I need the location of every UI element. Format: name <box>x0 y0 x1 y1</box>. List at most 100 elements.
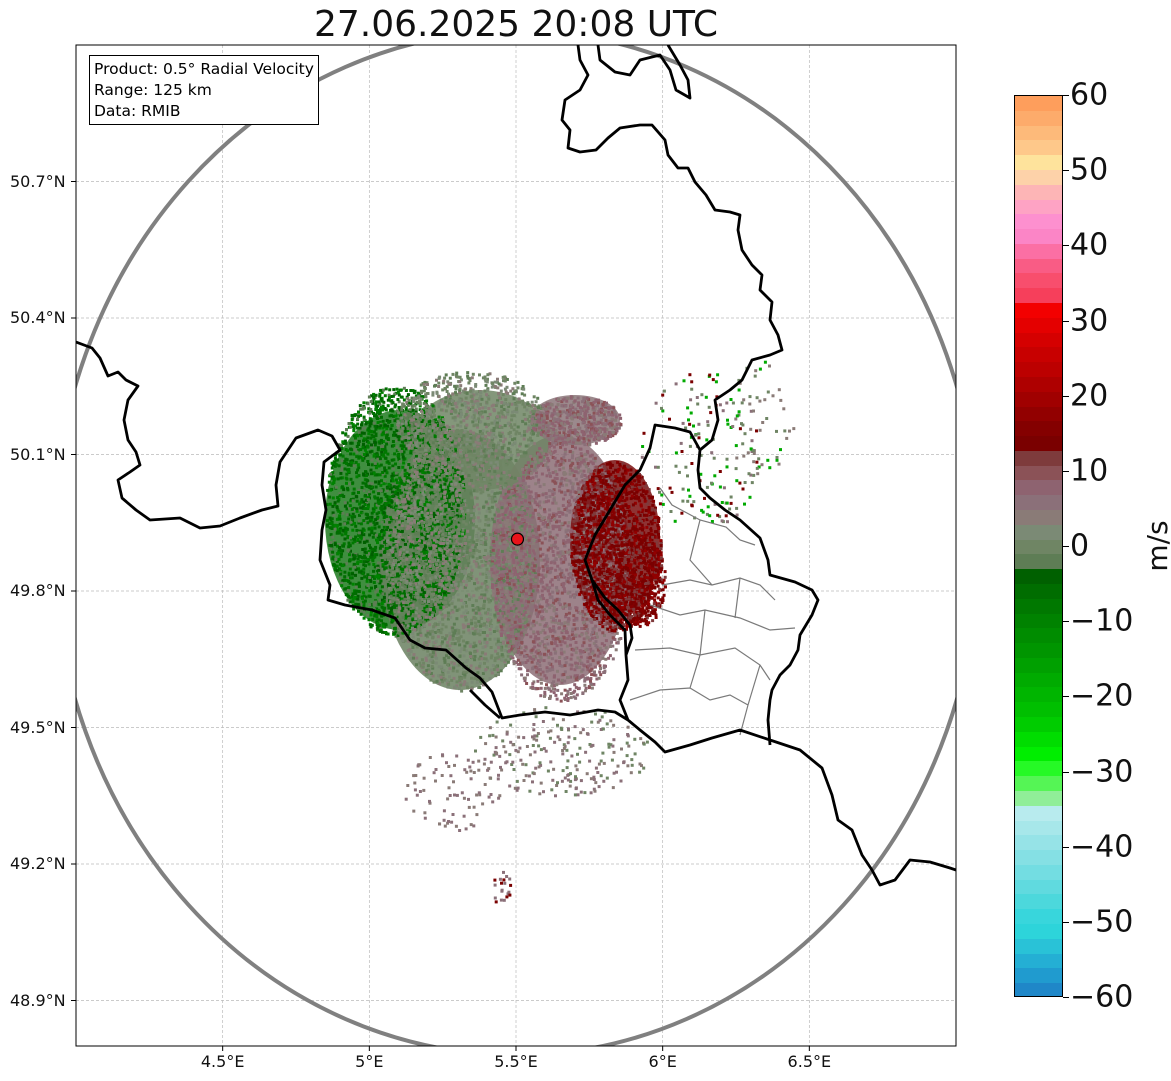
colorbar-segment <box>1015 554 1062 570</box>
colorbar-segment <box>1015 184 1062 201</box>
colorbar-segment <box>1015 317 1062 334</box>
colorbar-tick-label: 30 <box>1070 303 1109 338</box>
velocity-echoes <box>325 360 796 904</box>
colorbar-segment <box>1015 717 1062 733</box>
colorbar-tick-label: 60 <box>1070 77 1109 113</box>
colorbar-segment <box>1015 243 1062 260</box>
colorbar-segment <box>1015 421 1062 437</box>
colorbar-segment <box>1015 406 1062 422</box>
colorbar-unit-label: m/s <box>1141 520 1171 572</box>
lat-tick-label: 50.7°N <box>10 171 66 191</box>
colorbar-segment <box>1015 983 1062 996</box>
colorbar-segment <box>1015 303 1062 319</box>
colorbar-segment <box>1015 376 1062 393</box>
colorbar-segment <box>1015 96 1062 112</box>
colorbar-segment <box>1015 687 1062 703</box>
colorbar-segment <box>1015 850 1062 866</box>
colorbar-tick-label: −10 <box>1070 603 1134 639</box>
lon-tick-label: 6°E <box>648 1052 677 1071</box>
colorbar-segment <box>1015 450 1062 467</box>
colorbar-segment <box>1015 835 1062 851</box>
colorbar-segment <box>1015 805 1062 822</box>
colorbar-segment <box>1015 909 1062 925</box>
colorbar-segment <box>1015 199 1062 215</box>
colorbar <box>1014 95 1063 997</box>
colorbar-segment <box>1015 746 1062 762</box>
axis-ticks <box>71 181 810 1051</box>
info-box: Product: 0.5° Radial Velocity Range: 125… <box>89 55 319 125</box>
colorbar-tick-label: −50 <box>1070 904 1134 940</box>
lat-tick-label: 50.4°N <box>10 308 66 327</box>
colorbar-tick <box>1063 921 1069 923</box>
colorbar-tick <box>1063 95 1069 96</box>
colorbar-segment <box>1015 820 1062 836</box>
lat-tick-label: 49.2°N <box>10 854 66 873</box>
district-boundaries <box>629 487 796 736</box>
colorbar-segment <box>1015 702 1062 718</box>
colorbar-tick <box>1063 320 1069 322</box>
colorbar-segment <box>1015 140 1062 156</box>
colorbar-segment <box>1015 731 1062 748</box>
colorbar-tick <box>1063 771 1069 773</box>
colorbar-tick <box>1063 245 1069 247</box>
colorbar-tick-label: −30 <box>1070 754 1134 789</box>
colorbar-segment <box>1015 761 1062 777</box>
colorbar-segment <box>1015 169 1062 186</box>
colorbar-segment <box>1015 347 1062 363</box>
colorbar-segment <box>1015 598 1062 615</box>
lon-tick-label: 6.5°E <box>787 1052 832 1071</box>
colorbar-segment <box>1015 155 1062 171</box>
colorbar-segment <box>1015 524 1062 541</box>
colorbar-tick-label: −20 <box>1070 678 1134 714</box>
colorbar-segment <box>1015 953 1062 969</box>
colorbar-segment <box>1015 436 1062 452</box>
lon-tick-label: 5.5°E <box>494 1052 538 1071</box>
colorbar-tick-label: 50 <box>1070 152 1109 188</box>
colorbar-tick <box>1063 395 1069 397</box>
colorbar-segment <box>1015 510 1062 526</box>
colorbar-tick <box>1063 696 1069 698</box>
lat-tick-label: 50.1°N <box>10 444 66 464</box>
colorbar-tick-label: 20 <box>1070 378 1109 414</box>
colorbar-segment <box>1015 391 1062 408</box>
colorbar-tick <box>1063 470 1069 472</box>
colorbar-segment <box>1015 332 1062 348</box>
colorbar-segment <box>1015 924 1062 940</box>
colorbar-tick <box>1063 546 1069 547</box>
country-borders <box>76 45 956 887</box>
colorbar-tick-label: 0 <box>1070 528 1090 564</box>
colorbar-segment <box>1015 480 1062 496</box>
colorbar-segment <box>1015 214 1062 230</box>
colorbar-segment <box>1015 495 1062 511</box>
colorbar-segment <box>1015 110 1062 127</box>
colorbar-segment <box>1015 273 1062 289</box>
colorbar-segment <box>1015 569 1062 585</box>
colorbar-tick-label: −60 <box>1070 979 1134 1015</box>
colorbar-segment <box>1015 864 1062 881</box>
colorbar-segment <box>1015 288 1062 304</box>
colorbar-segment <box>1015 879 1062 896</box>
colorbar-tick <box>1063 846 1069 848</box>
info-product: Product: 0.5° Radial Velocity <box>94 60 314 78</box>
colorbar-segment <box>1015 938 1062 955</box>
colorbar-segment <box>1015 258 1062 275</box>
colorbar-segment <box>1015 790 1062 807</box>
colorbar-segment <box>1015 539 1062 555</box>
colorbar-segment <box>1015 776 1062 792</box>
colorbar-tick-label: −40 <box>1070 829 1134 865</box>
lon-tick-label: 4.5°E <box>200 1052 245 1071</box>
map-title: 27.06.2025 20:08 UTC <box>313 4 719 45</box>
colorbar-segment <box>1015 229 1062 245</box>
lon-tick-label: 5°E <box>355 1052 384 1071</box>
colorbar-segment <box>1015 125 1062 141</box>
colorbar-segment <box>1015 657 1062 674</box>
colorbar-segment <box>1015 894 1062 910</box>
lat-tick-label: 49.5°N <box>10 717 66 737</box>
colorbar-tick <box>1063 170 1069 172</box>
colorbar-segment <box>1015 968 1062 984</box>
colorbar-segment <box>1015 643 1062 659</box>
lat-tick-label: 49.8°N <box>10 581 66 600</box>
colorbar-segment <box>1015 613 1062 629</box>
info-range: Range: 125 km <box>94 81 212 99</box>
